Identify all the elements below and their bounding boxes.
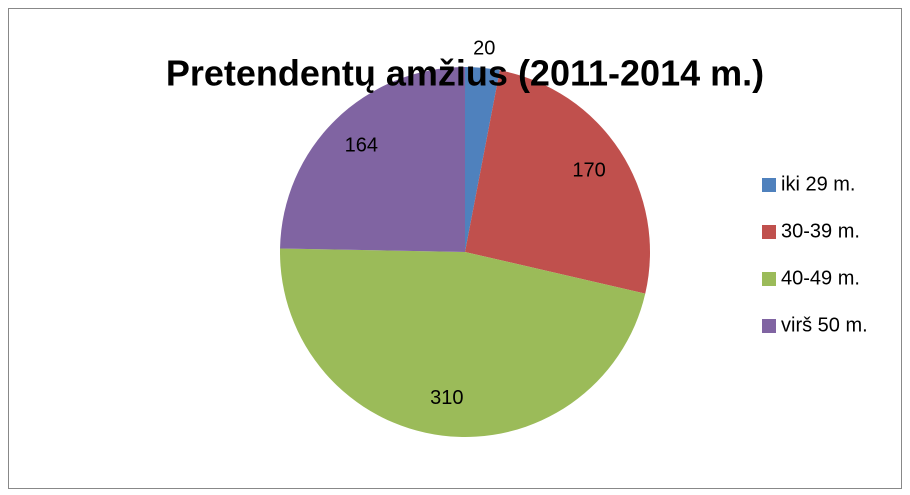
pie-slice	[280, 67, 465, 252]
pie-slice	[465, 67, 500, 252]
data-label: 20	[473, 38, 495, 60]
legend-swatch	[762, 272, 776, 286]
data-label: 164	[345, 135, 378, 157]
legend-swatch	[762, 178, 776, 192]
legend-swatch	[762, 225, 776, 239]
pie	[280, 67, 650, 437]
chart-title: Pretendentų amžius (2011-2014 m.)	[166, 53, 764, 94]
legend-label: 40-49 m.	[781, 267, 860, 289]
legend-label: iki 29 m.	[781, 173, 855, 195]
legend-label: virš 50 m.	[781, 314, 868, 336]
pie-slice	[465, 70, 650, 294]
data-label: 310	[430, 387, 463, 409]
legend-swatch	[762, 319, 776, 333]
data-label: 170	[572, 160, 605, 182]
legend-label: 30-39 m.	[781, 220, 860, 242]
pie-slice	[280, 248, 646, 437]
